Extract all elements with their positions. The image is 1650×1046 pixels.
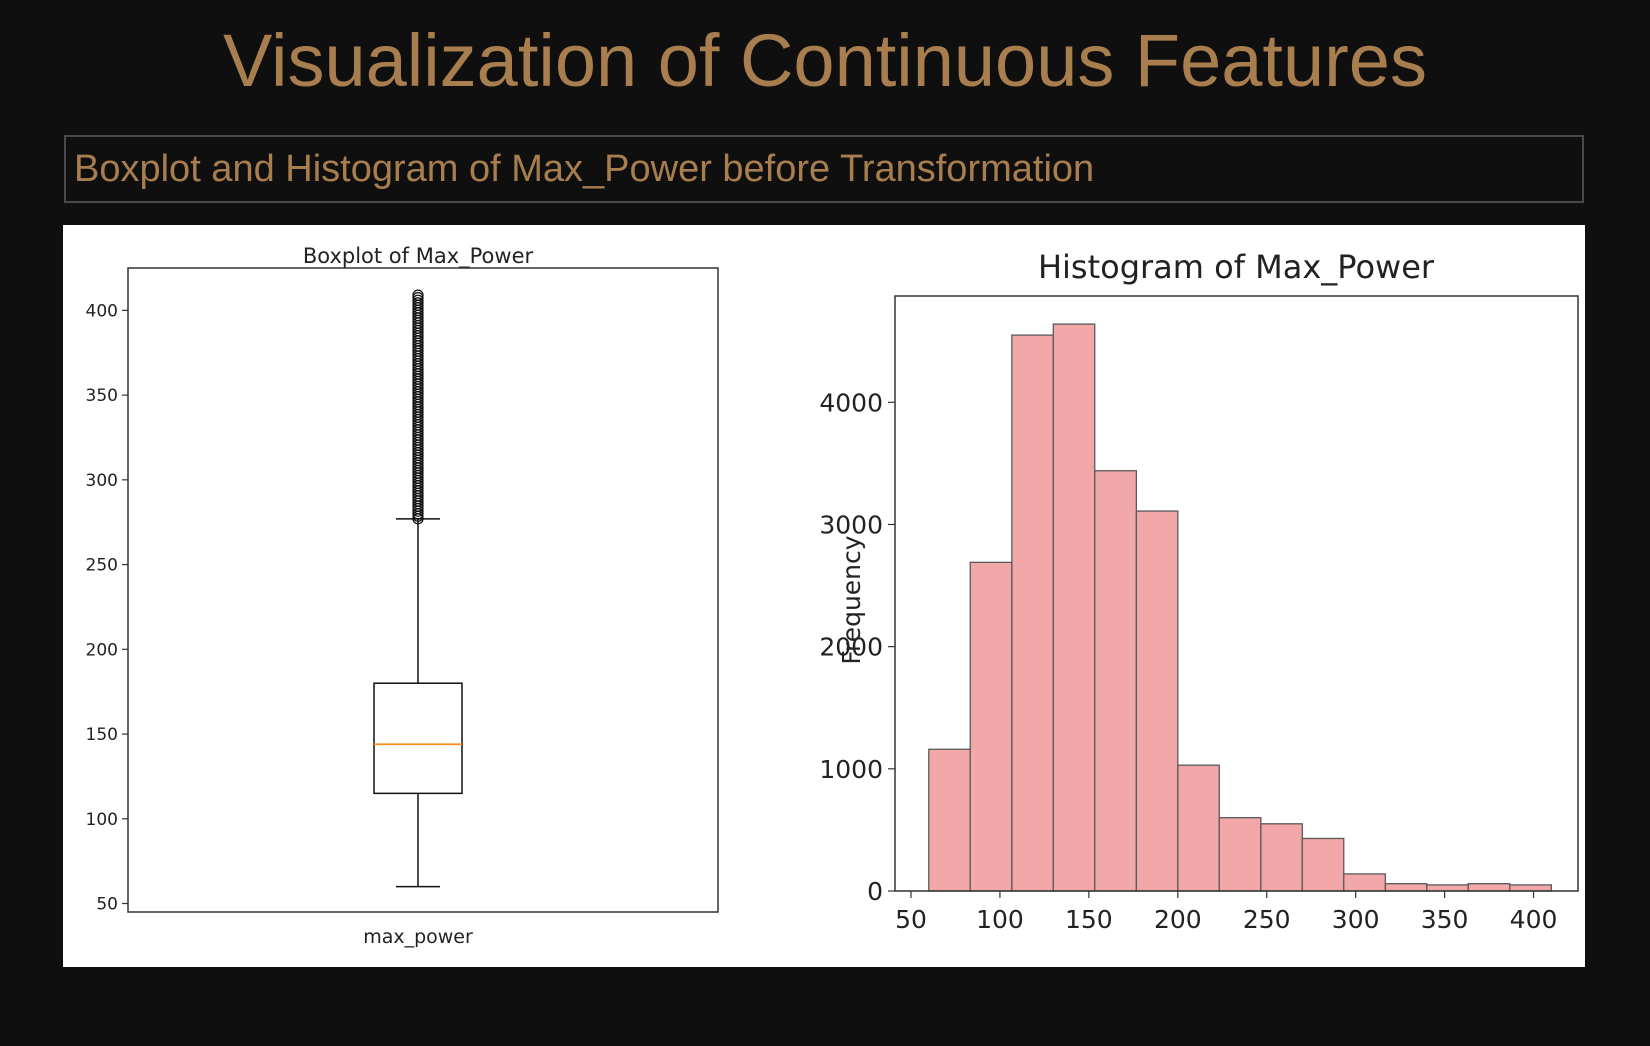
histogram-bar <box>1384 883 1428 892</box>
histogram-bar <box>1343 873 1387 892</box>
boxplot-iqr-box <box>373 682 463 795</box>
histogram-x-tick-label: 200 <box>1154 905 1202 934</box>
histogram-bar <box>1094 470 1138 892</box>
histogram-bar <box>1509 884 1552 892</box>
histogram-bar <box>1426 884 1469 892</box>
section-heading: Boxplot and Histogram of Max_Power befor… <box>64 135 1584 203</box>
histogram-x-tick-label: 150 <box>1065 905 1113 934</box>
boxplot-y-tick-label: 300 <box>86 471 118 491</box>
boxplot-y-tick-label: 350 <box>86 386 118 406</box>
histogram-x-tick-label: 400 <box>1510 905 1558 934</box>
histogram-bar <box>1177 764 1220 892</box>
histogram-bar <box>1135 510 1179 892</box>
boxplot-y-tick-label: 50 <box>96 895 118 915</box>
boxplot-outlier-point <box>412 289 424 301</box>
histogram-panel: Histogram of Max_Power Frequency 0 1000 20… <box>819 248 1579 934</box>
histogram-bar <box>1301 837 1345 892</box>
histogram-bar <box>1052 323 1096 892</box>
histogram-y-ticks: 0 1000 2000 3000 4000 <box>819 388 895 906</box>
histogram-bar <box>1260 823 1303 892</box>
histogram-y-tick-label: 3000 <box>819 510 883 539</box>
boxplot-y-tick-label: 250 <box>86 556 118 576</box>
boxplot-outlier-point <box>412 294 424 306</box>
histogram-x-ticks: 50 100 150 200 250 300 350 400 <box>895 891 1557 934</box>
histogram-title: Histogram of Max_Power <box>1038 248 1435 286</box>
boxplot-category-label: max_power <box>363 926 473 948</box>
histogram-x-tick-label: 50 <box>895 905 927 934</box>
histogram-x-tick-label: 350 <box>1421 905 1469 934</box>
boxplot-body <box>373 518 463 888</box>
histogram-bars <box>928 323 1552 892</box>
boxplot-y-tick-label: 100 <box>86 810 118 830</box>
histogram-bar <box>928 748 971 892</box>
boxplot-outliers <box>412 289 424 525</box>
histogram-x-tick-label: 100 <box>976 905 1024 934</box>
histogram-y-tick-label: 4000 <box>819 388 883 417</box>
histogram-axes-frame <box>894 295 1579 892</box>
boxplot-outlier-point <box>412 297 424 309</box>
boxplot-panel: Boxplot of Max_Power max_power 50 100 150 2… <box>86 244 719 948</box>
boxplot-y-tick-label: 400 <box>86 301 118 321</box>
histogram-bar <box>1011 334 1054 892</box>
histogram-y-label: Frequency <box>837 535 866 664</box>
boxplot-y-ticks: 50 100 150 200 250 300 350 400 <box>86 301 128 915</box>
boxplot-y-tick-label: 200 <box>86 640 118 660</box>
histogram-x-tick-label: 250 <box>1243 905 1291 934</box>
histogram-bar <box>969 561 1013 892</box>
histogram-y-tick-label: 0 <box>867 877 883 906</box>
histogram-bar <box>1218 817 1262 892</box>
chart-figure: Boxplot of Max_Power max_power 50 100 150 2… <box>63 225 1585 967</box>
histogram-x-tick-label: 300 <box>1332 905 1380 934</box>
histogram-y-tick-label: 1000 <box>819 755 883 784</box>
boxplot-axes-frame <box>127 267 719 913</box>
boxplot-title: Boxplot of Max_Power <box>303 244 534 269</box>
page-title: Visualization of Continuous Features <box>223 19 1427 102</box>
boxplot-y-tick-label: 150 <box>86 725 118 745</box>
charts-svg: Boxplot of Max_Power max_power 50 100 150 2… <box>86 244 1579 948</box>
histogram-y-tick-label: 2000 <box>819 633 883 662</box>
histogram-bar <box>1467 883 1511 892</box>
boxplot-outlier-point <box>412 292 424 304</box>
